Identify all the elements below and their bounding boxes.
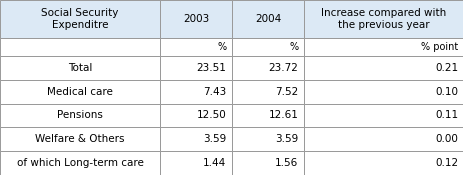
Text: Medical care: Medical care: [47, 87, 113, 97]
Text: Welfare & Others: Welfare & Others: [35, 134, 125, 144]
Bar: [0, 151, 160, 175]
Bar: [303, 151, 463, 175]
Text: Increase compared with
the previous year: Increase compared with the previous year: [321, 8, 445, 30]
Bar: [232, 127, 303, 151]
Text: 2003: 2003: [182, 14, 209, 24]
Text: %: %: [288, 42, 298, 52]
Text: 12.61: 12.61: [268, 110, 298, 121]
Bar: [232, 80, 303, 104]
Bar: [303, 56, 463, 80]
Bar: [160, 56, 232, 80]
Text: Total: Total: [68, 63, 92, 73]
Bar: [0, 38, 160, 56]
Bar: [232, 104, 303, 127]
Text: 12.50: 12.50: [196, 110, 226, 121]
Text: % point: % point: [420, 42, 457, 52]
Text: 0.12: 0.12: [434, 158, 457, 168]
Text: Pensions: Pensions: [57, 110, 103, 121]
Bar: [0, 127, 160, 151]
Text: 0.11: 0.11: [434, 110, 457, 121]
Text: Social Security
Expenditre: Social Security Expenditre: [41, 8, 119, 30]
Text: 3.59: 3.59: [203, 134, 226, 144]
Text: 7.43: 7.43: [203, 87, 226, 97]
Text: 1.56: 1.56: [275, 158, 298, 168]
Text: 23.51: 23.51: [196, 63, 226, 73]
Bar: [232, 38, 303, 56]
Bar: [160, 80, 232, 104]
Bar: [232, 0, 303, 38]
Bar: [160, 151, 232, 175]
Bar: [0, 0, 160, 38]
Bar: [0, 104, 160, 127]
Bar: [232, 151, 303, 175]
Bar: [232, 56, 303, 80]
Bar: [303, 80, 463, 104]
Bar: [303, 0, 463, 38]
Text: 0.00: 0.00: [435, 134, 457, 144]
Bar: [160, 38, 232, 56]
Text: of which Long-term care: of which Long-term care: [17, 158, 143, 168]
Bar: [303, 104, 463, 127]
Bar: [303, 127, 463, 151]
Bar: [303, 38, 463, 56]
Bar: [160, 0, 232, 38]
Text: 23.72: 23.72: [268, 63, 298, 73]
Text: 0.21: 0.21: [434, 63, 457, 73]
Text: 1.44: 1.44: [203, 158, 226, 168]
Bar: [160, 104, 232, 127]
Text: 0.10: 0.10: [434, 87, 457, 97]
Bar: [0, 56, 160, 80]
Text: %: %: [217, 42, 226, 52]
Text: 2004: 2004: [254, 14, 281, 24]
Text: 7.52: 7.52: [275, 87, 298, 97]
Bar: [0, 80, 160, 104]
Bar: [160, 127, 232, 151]
Text: 3.59: 3.59: [275, 134, 298, 144]
